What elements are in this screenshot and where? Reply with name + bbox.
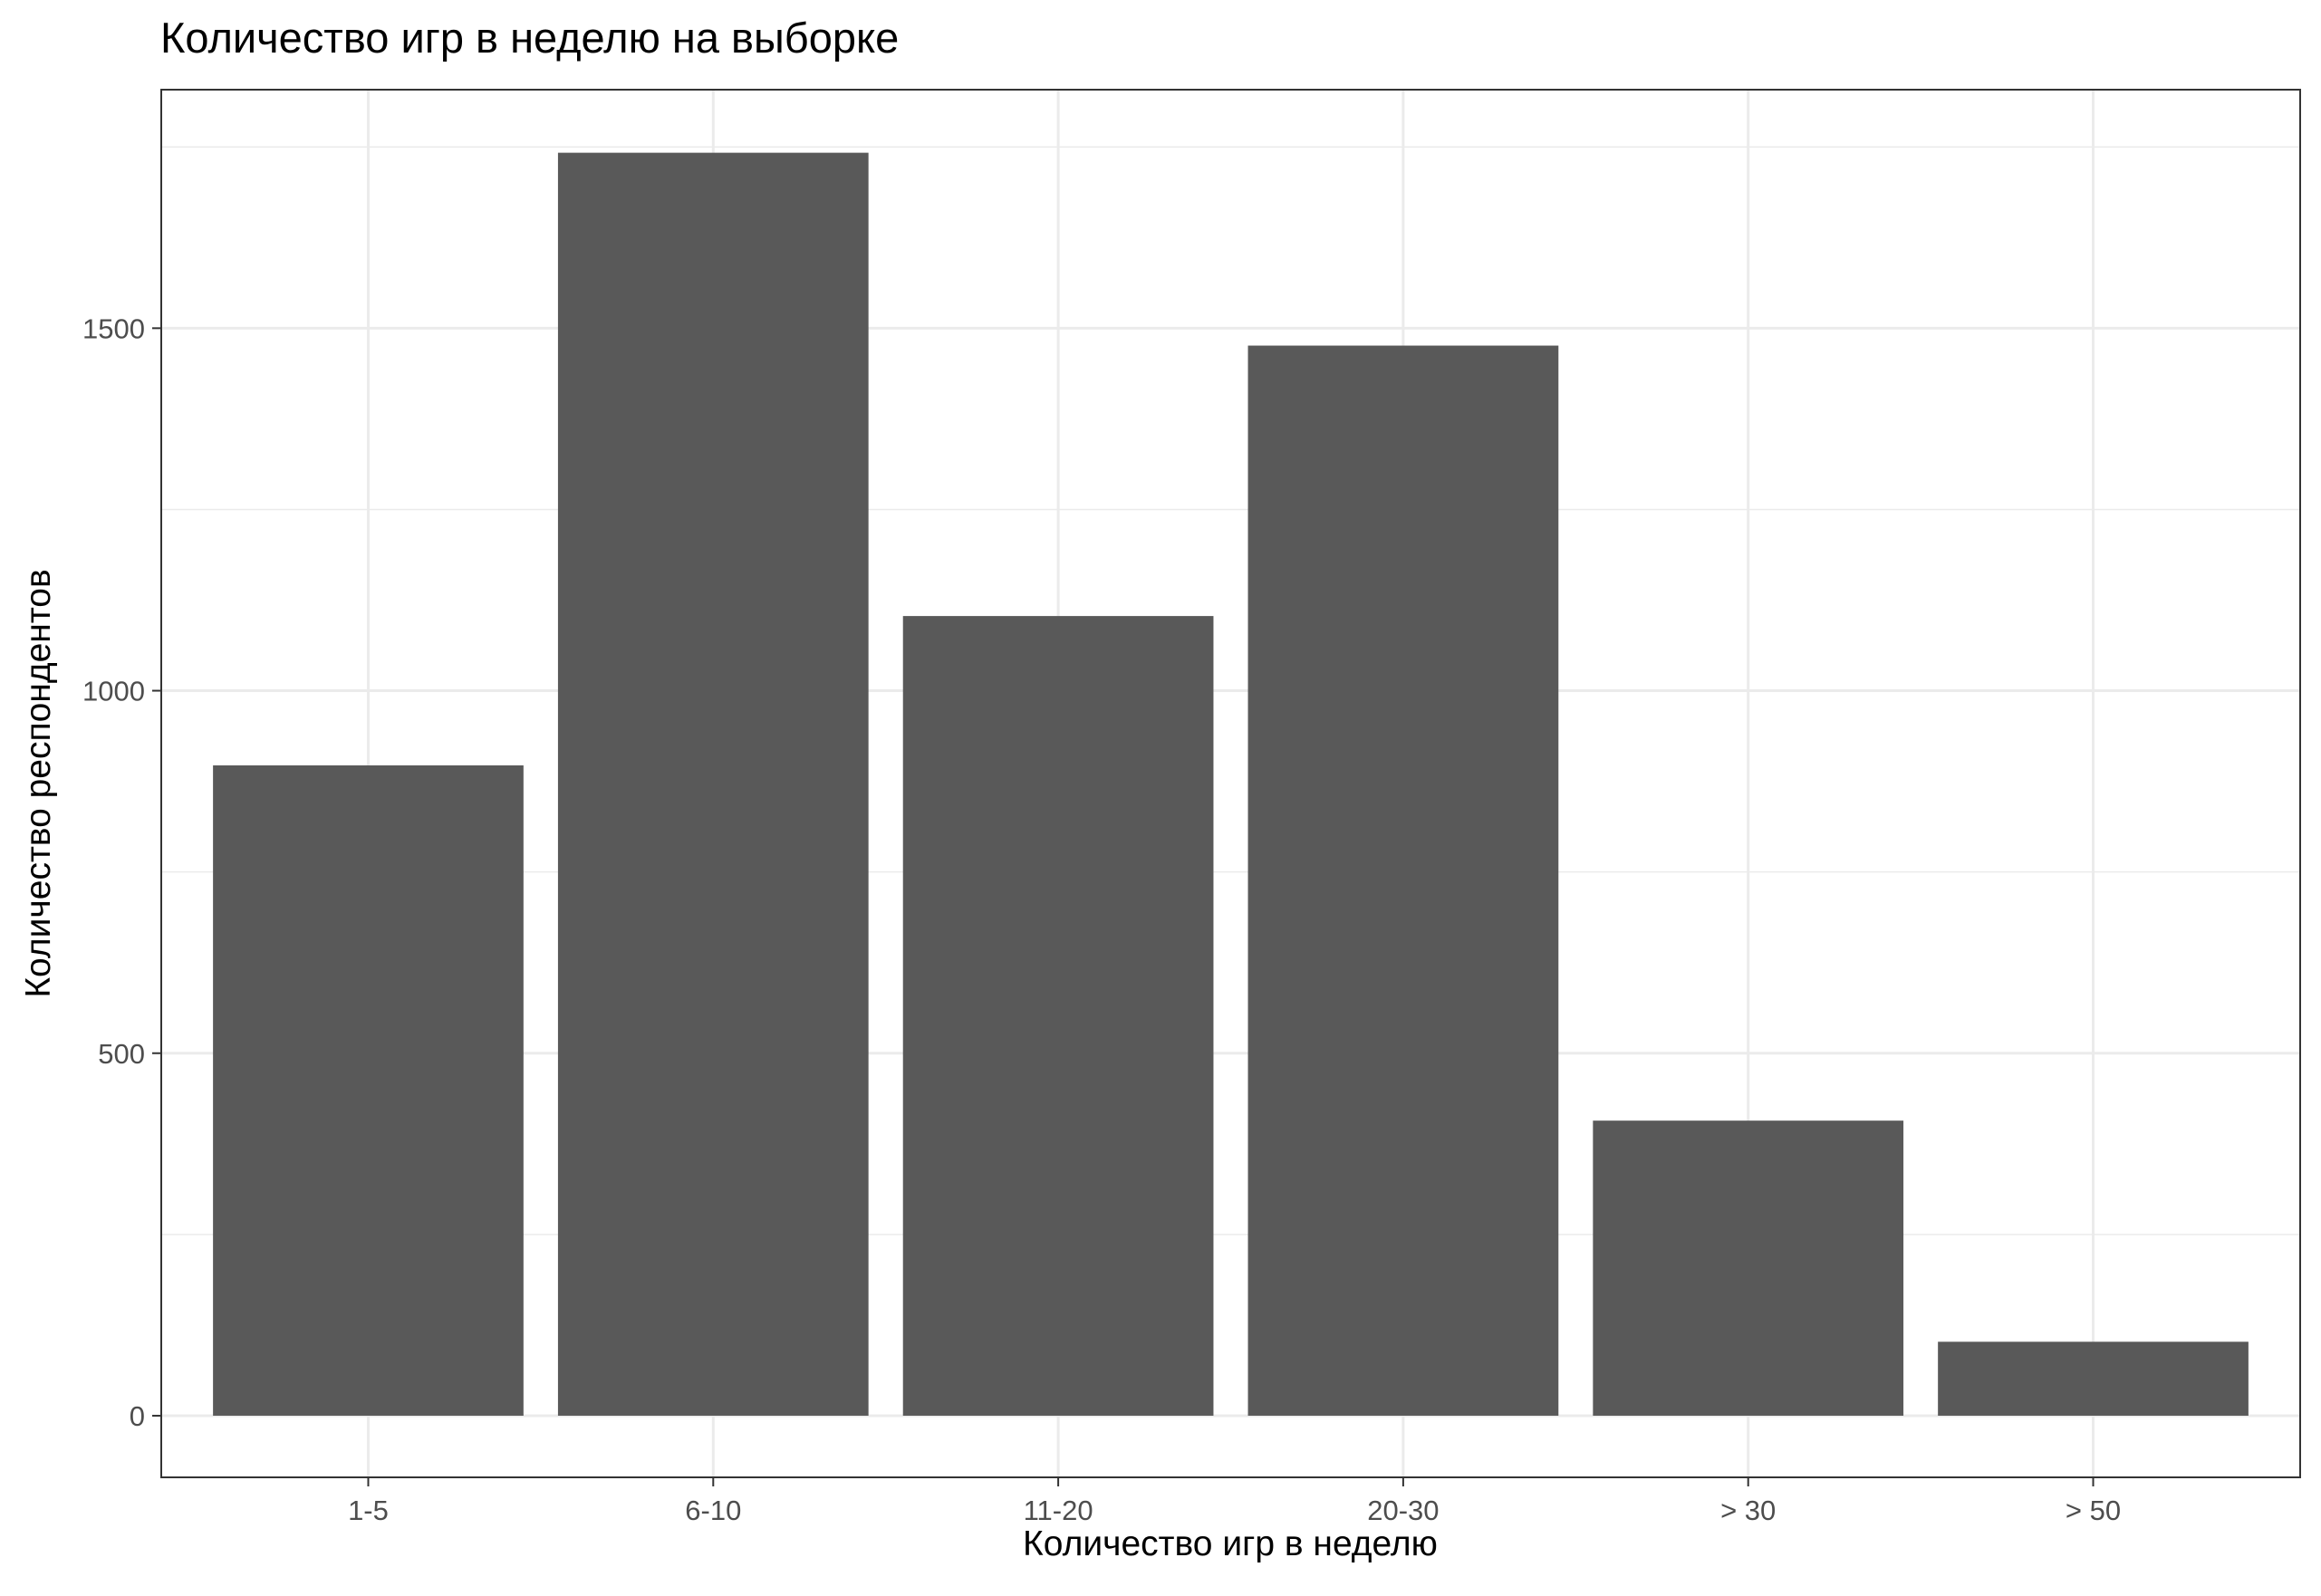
y-tick-label: 500 (98, 1038, 145, 1070)
x-tick-label: > 50 (2066, 1495, 2121, 1526)
bar (902, 616, 1214, 1416)
x-tick-label: 6-10 (685, 1495, 741, 1526)
chart-title: Количество игр в неделю на выборке (160, 14, 899, 62)
bar (557, 152, 869, 1416)
bar (213, 764, 524, 1416)
x-tick-label: 20-30 (1367, 1495, 1439, 1526)
bars (213, 152, 2249, 1416)
bar (1247, 345, 1559, 1416)
y-tick-label: 1500 (82, 312, 145, 344)
x-tick-label: 1-5 (348, 1495, 389, 1526)
x-axis-title: Количество игр в неделю (1023, 1524, 1438, 1563)
panel-border (160, 89, 2301, 1478)
x-tick-label: > 30 (1720, 1495, 1776, 1526)
bar (1938, 1341, 2249, 1416)
x-tick-label: 11-20 (1024, 1495, 1093, 1526)
y-tick-label: 1000 (82, 676, 145, 707)
y-axis-title: Количество респондентов (19, 569, 58, 997)
axis-ticks: 0 500 1000 1500 1-5 6-10 11-20 20-30 > 30 > 50 (82, 312, 2121, 1526)
y-tick-label: 0 (130, 1400, 145, 1432)
bar (1593, 1120, 1904, 1416)
